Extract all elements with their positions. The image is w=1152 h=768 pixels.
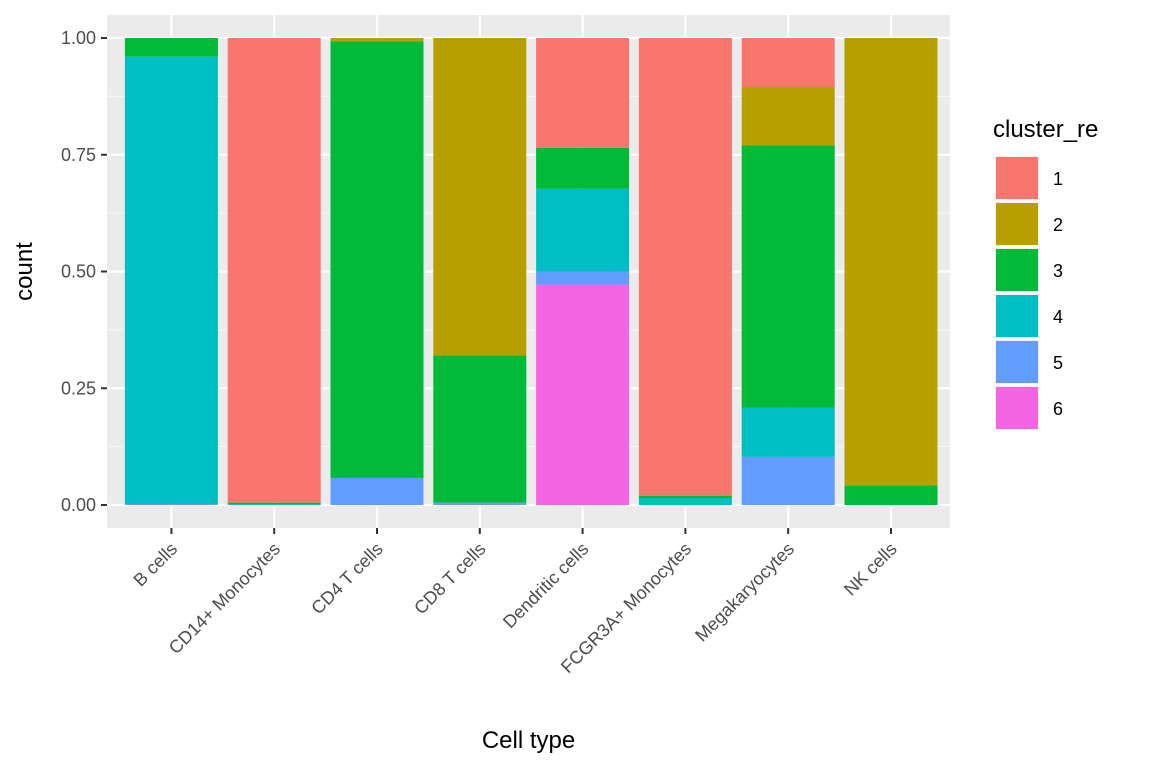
bar-segments bbox=[124, 38, 938, 505]
bar-segment-1 bbox=[536, 38, 630, 148]
bar-segment-2 bbox=[433, 38, 527, 356]
legend-swatch bbox=[996, 341, 1038, 383]
legend-label: 1 bbox=[1053, 169, 1063, 189]
bar-segment-4 bbox=[227, 504, 321, 505]
bar-segment-2 bbox=[844, 38, 938, 486]
x-tick-label: Dendritic cells bbox=[499, 539, 592, 632]
x-tick-label: CD14+ Monocytes bbox=[165, 539, 284, 658]
bar-segment-2 bbox=[330, 38, 424, 42]
legend-label: 4 bbox=[1053, 307, 1063, 327]
y-tick-label: 0.00 bbox=[61, 495, 96, 515]
bar-segment-4 bbox=[536, 188, 630, 272]
y-tick-label: 0.50 bbox=[61, 262, 96, 282]
y-axis-title: count bbox=[11, 242, 38, 301]
bar-segment-5 bbox=[741, 456, 835, 505]
legend-label: 6 bbox=[1053, 399, 1063, 419]
legend-title: cluster_re bbox=[993, 116, 1098, 143]
bar-segment-4 bbox=[741, 407, 835, 457]
bar-segment-1 bbox=[638, 38, 732, 496]
x-tick-label: NK cells bbox=[840, 539, 901, 600]
y-tick-label: 1.00 bbox=[61, 28, 96, 48]
legend: cluster_re 1 2 3 4 5 6 bbox=[993, 116, 1098, 430]
bar-segment-3 bbox=[124, 38, 218, 57]
x-tick-label: CD8 T cells bbox=[410, 539, 489, 618]
bar-segment-3 bbox=[227, 502, 321, 505]
legend-swatch bbox=[996, 157, 1038, 199]
x-tick-label: B cells bbox=[130, 539, 182, 591]
y-tick-label: 0.25 bbox=[61, 378, 96, 398]
bar-segment-1 bbox=[741, 38, 835, 88]
x-tick-label: CD4 T cells bbox=[307, 539, 386, 618]
bar-segment-1 bbox=[227, 38, 321, 503]
bar-segment-5 bbox=[330, 477, 424, 505]
legend-label: 3 bbox=[1053, 261, 1063, 281]
bar-segment-5 bbox=[124, 504, 218, 505]
legend-swatch bbox=[996, 203, 1038, 245]
bar-segment-5 bbox=[536, 271, 630, 285]
bar-segment-3 bbox=[638, 495, 732, 498]
legend-swatch bbox=[996, 387, 1038, 429]
bar-segment-3 bbox=[433, 355, 527, 503]
bar-segment-3 bbox=[536, 147, 630, 189]
bar-segment-3 bbox=[330, 41, 424, 478]
bar-segment-5 bbox=[433, 502, 527, 505]
y-tick-label: 0.75 bbox=[61, 145, 96, 165]
bar-segment-4 bbox=[124, 56, 218, 505]
legend-label: 2 bbox=[1053, 215, 1063, 235]
y-axis: 0.00 0.25 0.50 0.75 1.00 bbox=[61, 28, 107, 515]
bar-segment-2 bbox=[741, 87, 835, 146]
bar-segment-4 bbox=[638, 497, 732, 505]
bar-segment-3 bbox=[741, 145, 835, 408]
bar-segment-6 bbox=[536, 284, 630, 505]
bar-segment-3 bbox=[844, 485, 938, 505]
legend-label: 5 bbox=[1053, 353, 1063, 373]
legend-swatch bbox=[996, 249, 1038, 291]
x-axis-title: Cell type bbox=[482, 727, 575, 754]
x-tick-label: Megakaryocytes bbox=[691, 539, 798, 646]
legend-swatch bbox=[996, 295, 1038, 337]
